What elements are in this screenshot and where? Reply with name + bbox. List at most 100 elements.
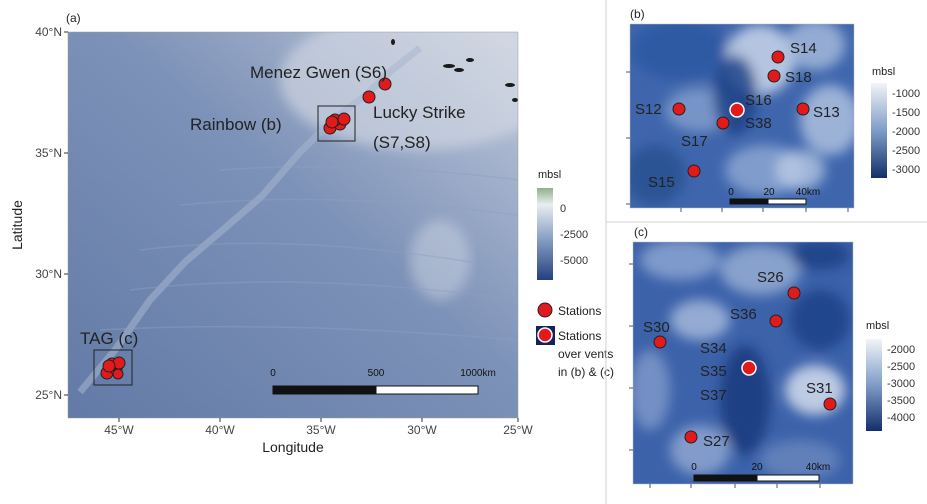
legend-b-tick-1000: -1000 bbox=[892, 88, 920, 100]
legend-vents-line1: Stations bbox=[558, 329, 601, 343]
label-s34: S34 bbox=[700, 340, 727, 357]
y-tick-35n: 35°N bbox=[35, 146, 62, 160]
menez-gwen-station bbox=[378, 77, 392, 91]
legend-a-tick-5000: -5000 bbox=[560, 255, 588, 267]
y-tick-40n: 40°N bbox=[35, 25, 62, 39]
legend-c-tick-3000: -3000 bbox=[887, 378, 915, 390]
panel-a-depth-legend: mbsl 0 -2500 -5000 bbox=[537, 169, 588, 280]
station-s16-s38-vent bbox=[729, 102, 745, 118]
legend-c-tick-2000: -2000 bbox=[887, 344, 915, 356]
legend-station-symbol bbox=[537, 302, 553, 318]
panel-a-tag: (a) bbox=[66, 11, 81, 25]
panel-c-map bbox=[633, 242, 853, 484]
label-lucky-strike-stations: (S7,S8) bbox=[373, 133, 431, 152]
panel-b-tag: (b) bbox=[630, 7, 645, 21]
x-axis: 45°W 40°W 35°W 30°W 25°W Longitude bbox=[104, 418, 533, 455]
x-tick-40w: 40°W bbox=[205, 423, 235, 437]
y-axis: 40°N 35°N 30°N 25°N Latitude bbox=[9, 25, 68, 402]
legend-stations-label: Stations bbox=[558, 304, 601, 318]
legend-vent-symbol bbox=[537, 327, 553, 343]
legend-c-title: mbsl bbox=[866, 320, 889, 332]
label-s16: S16 bbox=[745, 92, 772, 109]
label-s37: S37 bbox=[700, 387, 727, 404]
panel-c-tag: (c) bbox=[634, 225, 648, 239]
legend-vents-line2: over vents bbox=[558, 347, 613, 361]
legend-a-tick-2500: -2500 bbox=[560, 229, 588, 241]
label-s13: S13 bbox=[813, 104, 840, 121]
panel-a-scale-bar: 0 500 1000km bbox=[270, 368, 496, 395]
label-s38: S38 bbox=[745, 115, 772, 132]
y-tick-30n: 30°N bbox=[35, 267, 62, 281]
rainbow-box bbox=[317, 105, 356, 142]
panel-a-map bbox=[68, 32, 518, 418]
station-s14 bbox=[771, 50, 785, 64]
label-menez-gwen: Menez Gwen (S6) bbox=[250, 63, 387, 82]
label-s14: S14 bbox=[790, 40, 817, 57]
panel-b-scale-bar: 0 20 40km bbox=[728, 187, 820, 205]
label-s31: S31 bbox=[806, 380, 833, 397]
panel-b-stations bbox=[672, 50, 810, 178]
station-s30 bbox=[653, 335, 667, 349]
mid-atlantic-ridge bbox=[77, 45, 423, 395]
label-s26: S26 bbox=[757, 269, 784, 286]
fracture-zones bbox=[99, 165, 518, 341]
scale-b-0: 0 bbox=[728, 187, 734, 198]
legend-b-tick-3000: -3000 bbox=[892, 164, 920, 176]
station-s15 bbox=[687, 164, 701, 178]
label-lucky-strike: Lucky Strike bbox=[373, 103, 466, 122]
legend-b-tick-1500: -1500 bbox=[892, 107, 920, 119]
panel-b-frame bbox=[629, 23, 855, 209]
label-s36: S36 bbox=[730, 306, 757, 323]
panel-b-ticks bbox=[626, 71, 849, 212]
legend-c-tick-3500: -3500 bbox=[887, 395, 915, 407]
panel-b-station-labels: S14 S18 S16 S38 S12 S13 S17 S15 bbox=[635, 40, 840, 191]
label-rainbow: Rainbow (b) bbox=[190, 115, 282, 134]
panel-c-stations bbox=[653, 286, 837, 444]
rainbow-station-cluster bbox=[323, 112, 351, 135]
legend-b-tick-2500: -2500 bbox=[892, 145, 920, 157]
tag-box bbox=[93, 349, 133, 386]
station-s27 bbox=[684, 430, 698, 444]
station-s36 bbox=[769, 314, 783, 328]
panel-c-depth-legend: mbsl -2000 -2500 -3000 -3500 -4000 bbox=[866, 320, 915, 431]
station-s26 bbox=[787, 286, 801, 300]
station-s12 bbox=[672, 102, 686, 116]
scale-c-0: 0 bbox=[691, 462, 697, 473]
label-s18: S18 bbox=[785, 69, 812, 86]
scale-c-40: 40km bbox=[806, 462, 830, 473]
legend-a-colorbar bbox=[537, 188, 553, 280]
panel-c-scale-bar: 0 20 40km bbox=[691, 462, 830, 482]
legend-vents-line3: in (b) & (c) bbox=[558, 365, 614, 379]
label-s12: S12 bbox=[635, 101, 662, 118]
legend-b-title: mbsl bbox=[872, 66, 895, 78]
label-s35: S35 bbox=[700, 363, 727, 380]
y-axis-title: Latitude bbox=[9, 200, 25, 250]
panel-b-map bbox=[630, 24, 854, 208]
label-s27: S27 bbox=[703, 433, 730, 450]
seamounts-patch bbox=[410, 220, 470, 300]
legend-c-colorbar bbox=[866, 339, 882, 431]
x-tick-45w: 45°W bbox=[104, 423, 134, 437]
panel-b-depth-legend: mbsl -1000 -1500 -2000 -2500 -3000 bbox=[871, 66, 920, 178]
legend-c-tick-4000: -4000 bbox=[887, 412, 915, 424]
y-tick-25n: 25°N bbox=[35, 388, 62, 402]
scale-a-0: 0 bbox=[270, 368, 276, 379]
label-s15: S15 bbox=[648, 174, 675, 191]
legend-c-tick-2500: -2500 bbox=[887, 361, 915, 373]
station-s17 bbox=[716, 116, 730, 130]
station-s31 bbox=[823, 397, 837, 411]
scale-c-20: 20 bbox=[751, 462, 763, 473]
label-s30: S30 bbox=[643, 319, 670, 336]
station-s18 bbox=[767, 69, 781, 83]
legend-a-title: mbsl bbox=[538, 169, 561, 181]
label-tag: TAG (c) bbox=[80, 329, 138, 348]
station-s34-s35-s37-vent bbox=[741, 360, 757, 376]
x-axis-title: Longitude bbox=[262, 439, 324, 455]
scale-a-1000: 1000km bbox=[460, 368, 496, 379]
panel-c-frame bbox=[632, 241, 854, 485]
label-s17: S17 bbox=[681, 133, 708, 150]
panel-c-station-labels: S26 S36 S30 S34 S35 S37 S31 S27 bbox=[643, 269, 833, 450]
legend-a-tick-0: 0 bbox=[560, 203, 566, 215]
panel-c-ticks bbox=[629, 263, 821, 488]
